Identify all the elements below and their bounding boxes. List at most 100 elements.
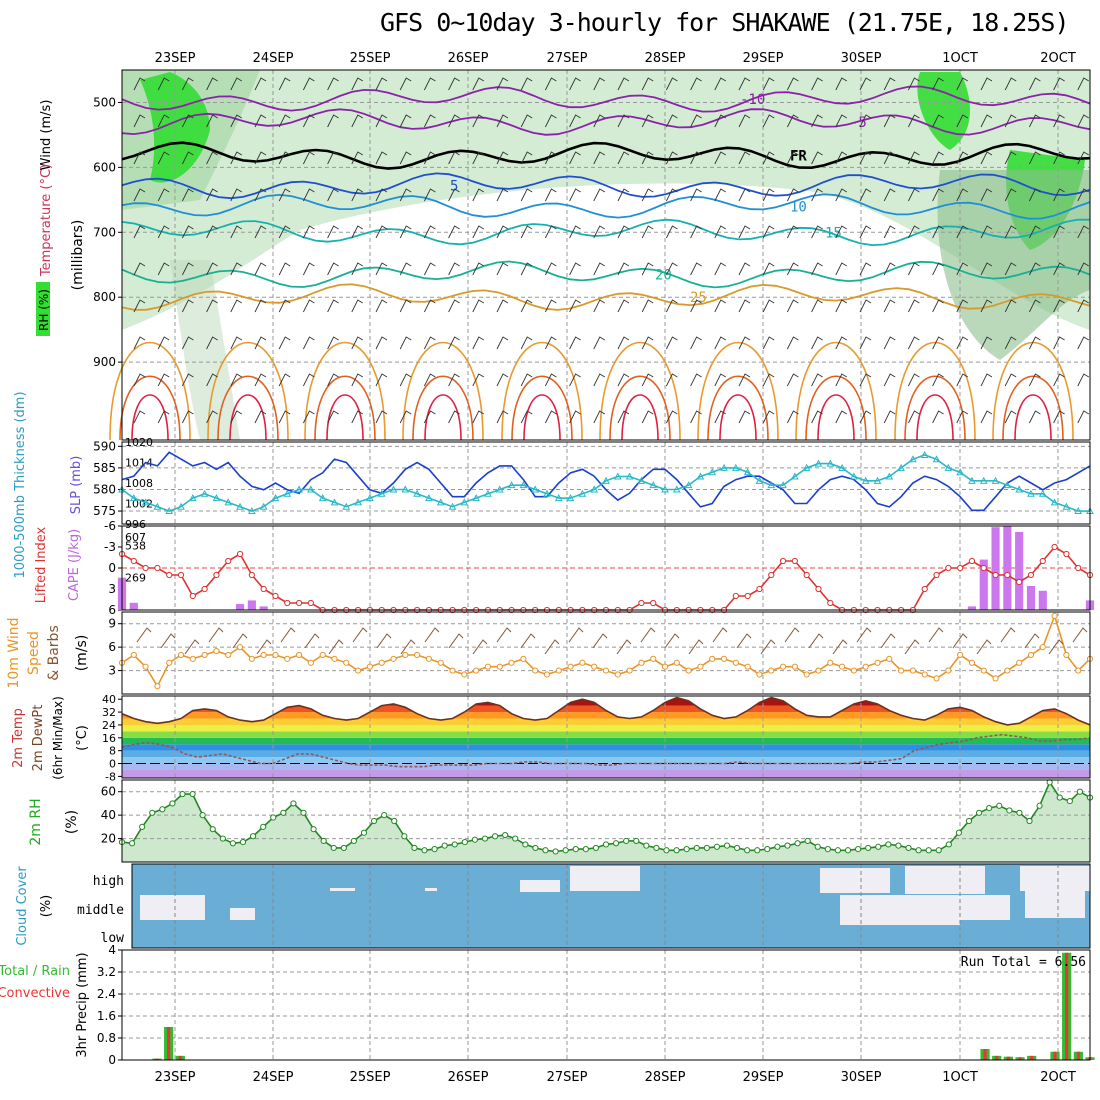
wind-barb bbox=[690, 188, 702, 202]
tick-label: 0 bbox=[109, 758, 116, 771]
wind-barb bbox=[230, 336, 243, 350]
data-point bbox=[1050, 498, 1059, 506]
axis-label: SLP (mb) bbox=[69, 456, 84, 515]
data-point bbox=[280, 809, 287, 816]
wind-barb bbox=[278, 151, 291, 165]
precip-convective-bar bbox=[1018, 1057, 1022, 1060]
data-point bbox=[437, 659, 444, 666]
wind-barb bbox=[520, 151, 533, 165]
wind-barb bbox=[448, 373, 460, 387]
cloud-patch bbox=[840, 895, 960, 925]
wind-barb bbox=[1053, 77, 1065, 91]
dewpoint-line bbox=[121, 733, 1091, 768]
wind-barb bbox=[1028, 188, 1041, 202]
wind-barb bbox=[811, 373, 823, 387]
data-point bbox=[248, 571, 255, 579]
wind-barb bbox=[786, 410, 799, 424]
data-point bbox=[968, 557, 976, 565]
wind-barb bbox=[617, 151, 630, 165]
data-point bbox=[130, 557, 137, 565]
data-point bbox=[638, 599, 645, 607]
data-point bbox=[1039, 557, 1046, 565]
data-point bbox=[957, 651, 964, 659]
wind-barb bbox=[980, 225, 993, 239]
cloud-level-label: low bbox=[101, 931, 125, 946]
data-point bbox=[461, 671, 468, 678]
wind-barb bbox=[786, 77, 799, 91]
data-point bbox=[330, 498, 339, 506]
contour-label: 5 bbox=[450, 179, 458, 195]
slp-tick-label: 1014 bbox=[125, 457, 153, 470]
wind-barb bbox=[254, 225, 267, 239]
data-point bbox=[448, 502, 457, 510]
wind-barb bbox=[423, 336, 436, 350]
data-point bbox=[213, 647, 220, 655]
wind-barb bbox=[980, 262, 993, 276]
cape-bar bbox=[259, 606, 268, 610]
tick-label: 24 bbox=[102, 719, 116, 732]
wind-barb bbox=[254, 188, 267, 202]
wind-barb bbox=[375, 77, 388, 91]
data-point bbox=[815, 667, 822, 674]
wind-barb bbox=[883, 188, 896, 202]
wind-barb bbox=[956, 299, 969, 313]
tick-label: 800 bbox=[93, 290, 116, 304]
wind-barb bbox=[980, 188, 993, 202]
wind-barb bbox=[544, 299, 557, 313]
wind-barb bbox=[181, 410, 194, 424]
wind-barb bbox=[1077, 77, 1090, 91]
wind-barb bbox=[327, 151, 339, 165]
axis-label: (%) bbox=[64, 810, 80, 834]
data-point bbox=[149, 809, 156, 816]
wind-barb bbox=[593, 410, 606, 424]
data-point bbox=[744, 847, 751, 854]
data-point bbox=[791, 472, 799, 480]
wind-barb bbox=[859, 77, 872, 91]
data-point bbox=[663, 847, 670, 854]
data-point bbox=[768, 667, 775, 674]
data-point bbox=[1056, 794, 1063, 801]
data-point bbox=[720, 655, 728, 662]
data-point bbox=[673, 847, 680, 854]
data-point bbox=[572, 846, 579, 853]
wind-barb bbox=[448, 225, 460, 239]
chart-title: GFS 0~10day 3-hourly for SHAKAWE (21.75E… bbox=[380, 8, 1070, 37]
data-point bbox=[723, 842, 731, 849]
data-point bbox=[838, 463, 846, 471]
data-point bbox=[370, 817, 378, 825]
data-point bbox=[885, 841, 892, 848]
wind-barb bbox=[568, 627, 584, 643]
data-point bbox=[414, 651, 421, 659]
run-total-label: Run Total = 6.56 bbox=[961, 955, 1086, 970]
data-point bbox=[460, 498, 469, 506]
data-point bbox=[179, 790, 186, 798]
data-point bbox=[1075, 564, 1082, 572]
data-point bbox=[319, 651, 326, 659]
wind-barb bbox=[762, 225, 775, 239]
data-point bbox=[661, 663, 669, 670]
data-point bbox=[177, 571, 185, 579]
data-point bbox=[1015, 485, 1024, 493]
data-point bbox=[803, 571, 810, 579]
wind-barb bbox=[327, 336, 339, 350]
wind-barb bbox=[1000, 627, 1016, 643]
wind-barb bbox=[932, 151, 944, 165]
temperature-contour bbox=[121, 85, 1091, 113]
data-point bbox=[794, 840, 801, 847]
wind-barb bbox=[1028, 114, 1041, 128]
wind-barb bbox=[423, 262, 436, 276]
wind-barb bbox=[327, 373, 339, 387]
data-point bbox=[507, 481, 516, 489]
wind-barb bbox=[569, 410, 581, 424]
axis-label: (m/s) bbox=[74, 635, 90, 672]
temp-band bbox=[122, 769, 1090, 778]
wind-barb bbox=[592, 633, 608, 649]
wind-barb bbox=[1004, 151, 1017, 165]
warm-contour bbox=[609, 375, 671, 441]
wind-barb bbox=[327, 188, 339, 202]
wind-barb bbox=[520, 299, 533, 313]
tick-label: 500 bbox=[93, 95, 116, 109]
data-point bbox=[838, 663, 846, 670]
wind-barb bbox=[738, 299, 751, 313]
data-point bbox=[815, 585, 822, 593]
